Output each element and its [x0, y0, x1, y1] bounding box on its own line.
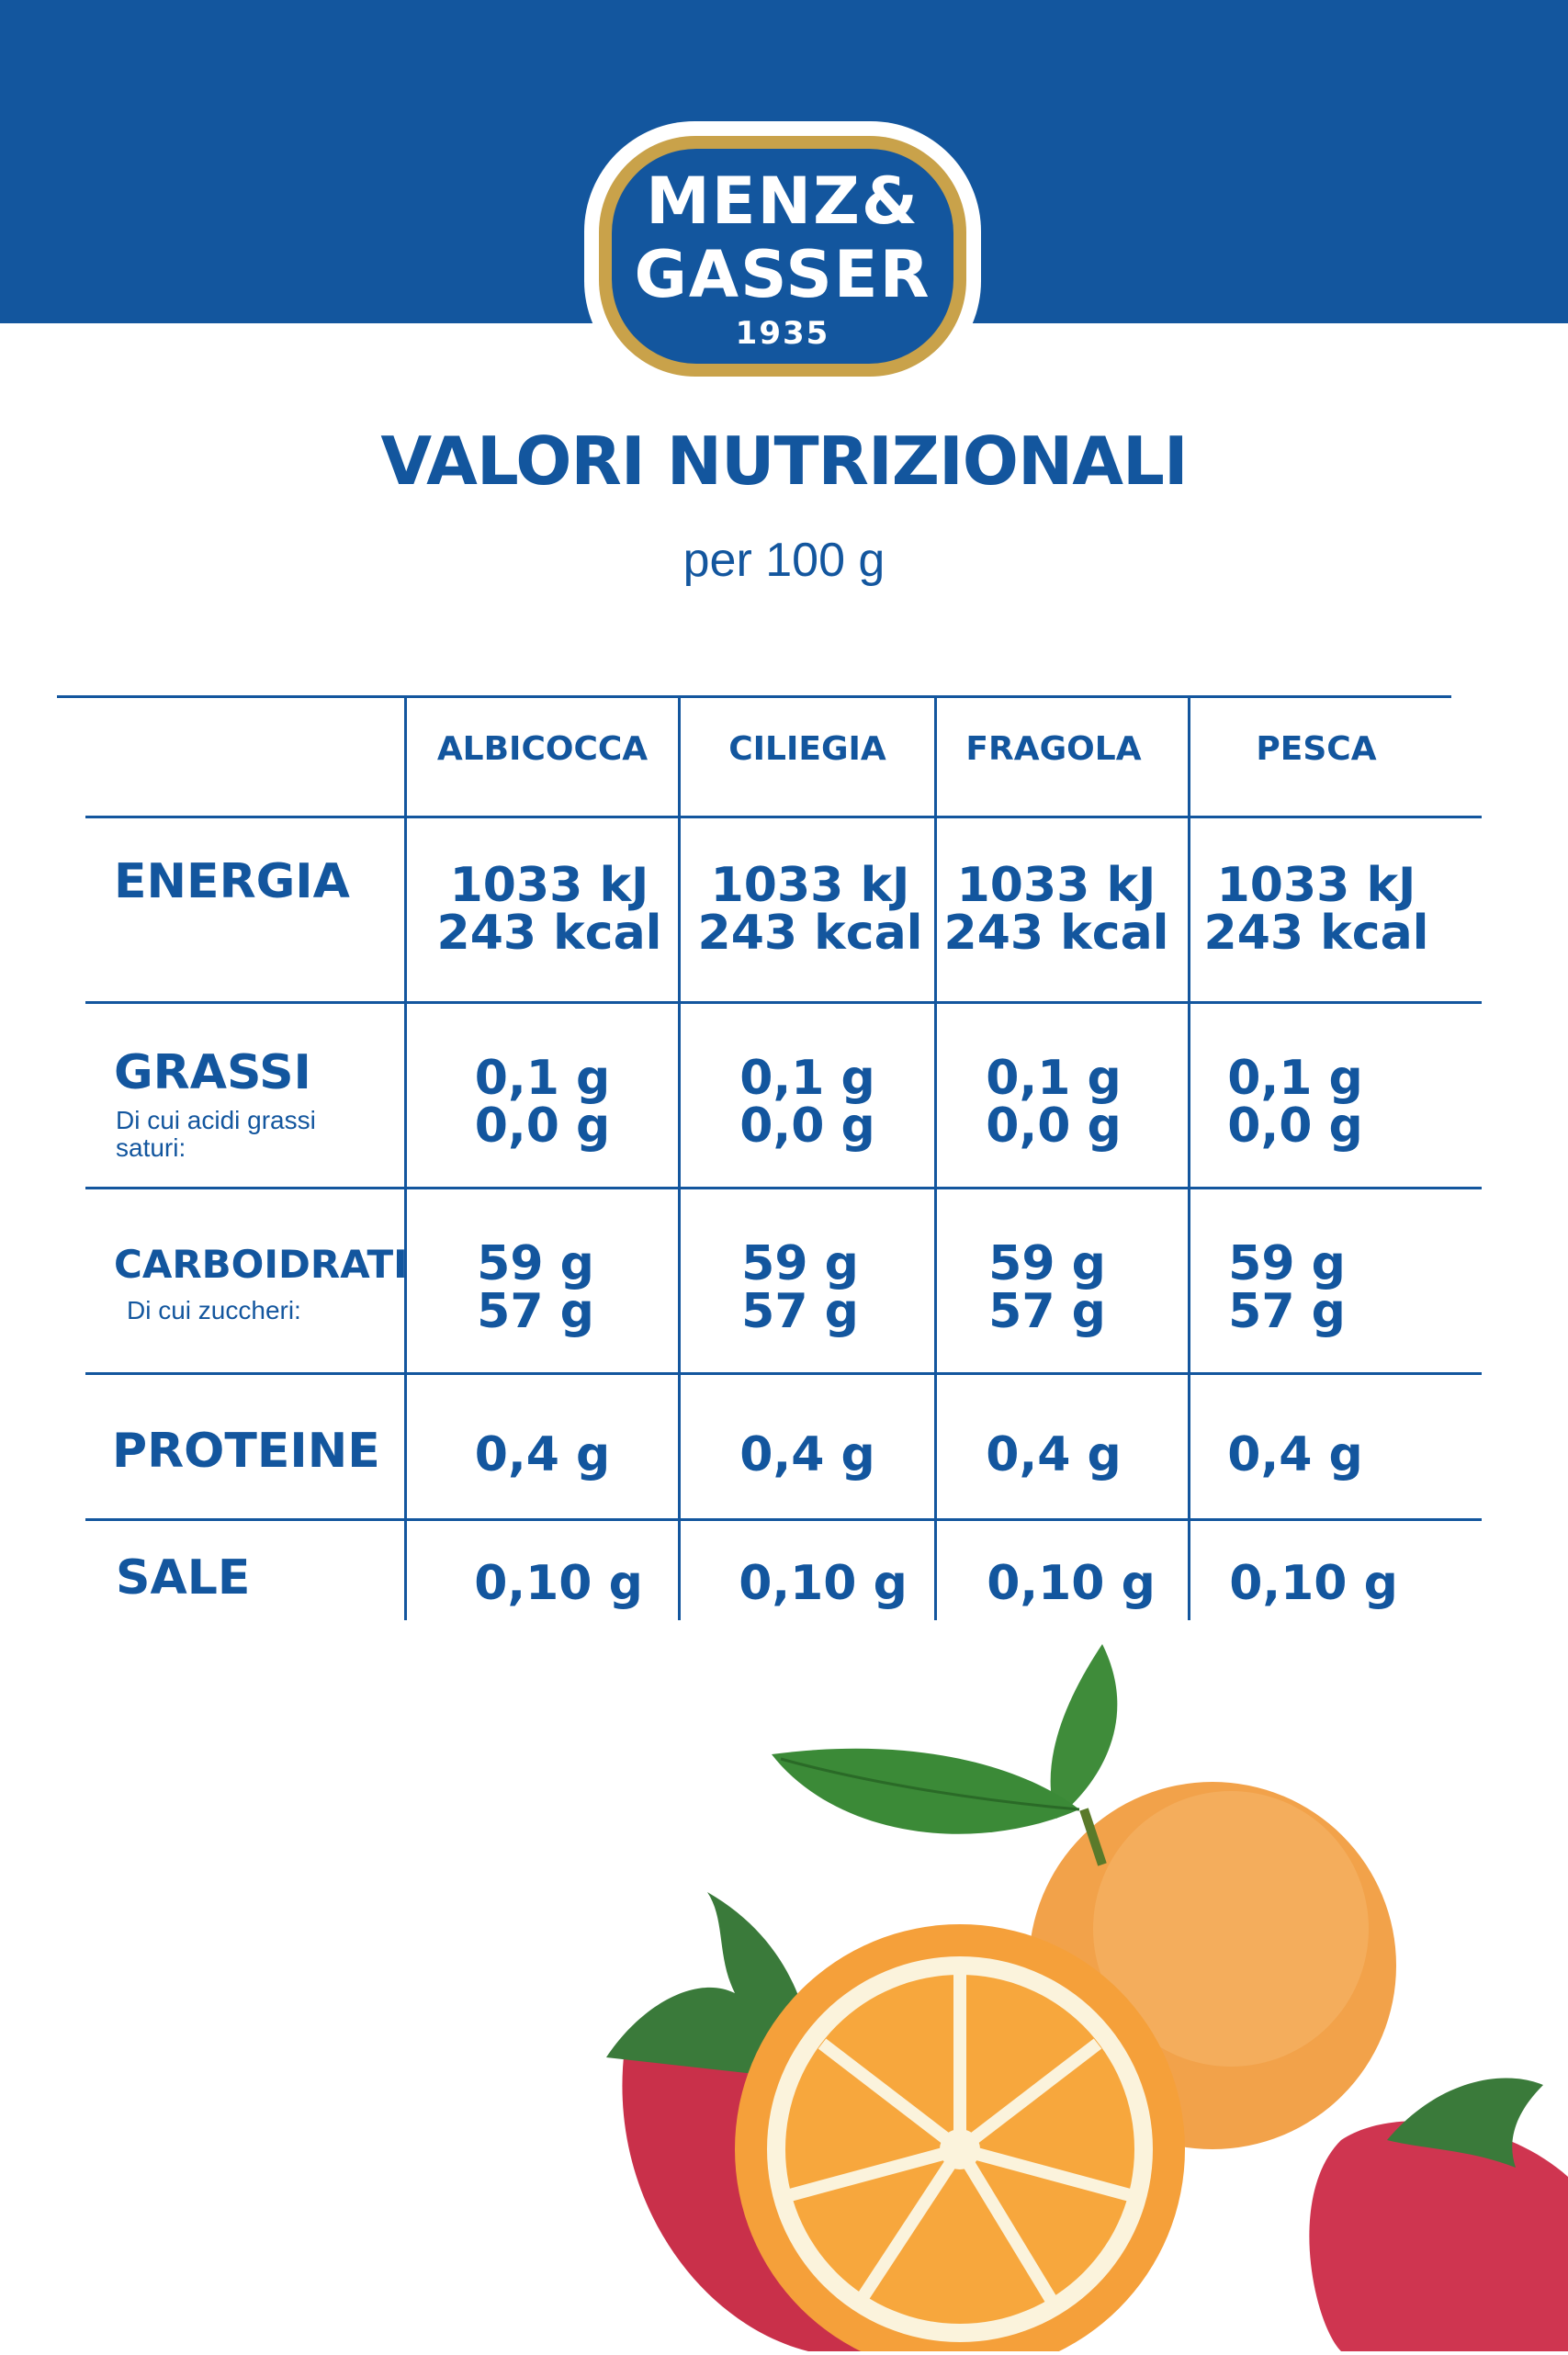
value-carboidrati: 59 g [1228, 1236, 1346, 1291]
value-cell-energia-albicocca: 1033 kJ 243 kcal [407, 862, 692, 957]
value-grassi: 0,1 g [739, 1051, 875, 1106]
value-zuccheri: 57 g [741, 1284, 859, 1339]
value-cell-energia-pesca: 1033 kJ 243 kcal [1190, 862, 1442, 957]
value-cell-proteine-albicocca: 0,4 g [474, 1427, 611, 1482]
value-grassi: 0,1 g [474, 1051, 611, 1106]
value-kcal: 243 kcal [697, 906, 923, 961]
page-subtitle: per 100 g [682, 534, 886, 587]
brand-line2: GASSER [634, 237, 931, 312]
value-carboidrati: 59 g [741, 1236, 859, 1291]
value-saturi: 0,0 g [739, 1099, 875, 1154]
row-label-grassi: GRASSI [114, 1045, 311, 1100]
value-carboidrati: 59 g [988, 1236, 1106, 1291]
value-cell-grassi-fragola: 0,1 g 0,0 g [937, 1054, 1170, 1150]
value-kcal: 243 kcal [1203, 906, 1429, 961]
column-header-albicocca: ALBICOCCA [436, 730, 649, 768]
row-sublabel-grassi: Di cui acidi grassi saturi: [116, 1106, 316, 1162]
brand-line1: MENZ& [646, 163, 919, 239]
row-divider [85, 1001, 1482, 1004]
value-cell-grassi-ciliegia: 0,1 g 0,0 g [681, 1054, 934, 1150]
row-divider [85, 1372, 1482, 1375]
row-divider [85, 816, 1482, 818]
row-label-carboidrati: CARBOIDRATI [114, 1242, 408, 1287]
row-divider [85, 1187, 1482, 1189]
row-sublabel-carboidrati: Di cui zuccheri: [127, 1296, 301, 1324]
value-kj: 1033 kJ [710, 858, 910, 913]
col-divider [1188, 695, 1190, 1620]
value-carboidrati: 59 g [477, 1236, 594, 1291]
value-zuccheri: 57 g [1228, 1284, 1346, 1339]
value-cell-proteine-ciliegia: 0,4 g [739, 1427, 875, 1482]
value-kj: 1033 kJ [1216, 858, 1416, 913]
column-header-ciliegia: CILIEGIA [728, 730, 886, 768]
value-cell-sale-ciliegia: 0,10 g [739, 1556, 908, 1611]
value-saturi: 0,0 g [1227, 1099, 1363, 1154]
leaf-icon [1050, 1644, 1118, 1819]
row-label-energia: ENERGIA [114, 854, 350, 909]
value-saturi: 0,0 g [986, 1099, 1122, 1154]
value-cell-carboidrati-fragola: 59 g 57 g [937, 1240, 1157, 1335]
value-kcal: 243 kcal [436, 906, 662, 961]
value-cell-sale-pesca: 0,10 g [1229, 1556, 1398, 1611]
value-cell-proteine-fragola: 0,4 g [986, 1427, 1122, 1482]
value-kj: 1033 kJ [449, 858, 649, 913]
value-saturi: 0,0 g [474, 1099, 611, 1154]
row-label-proteine: PROTEINE [112, 1424, 380, 1479]
value-kcal: 243 kcal [943, 906, 1169, 961]
value-zuccheri: 57 g [477, 1284, 594, 1339]
col-divider [404, 695, 407, 1620]
table-top-rule [57, 695, 1451, 698]
page-title: VALORI NUTRIZIONALI [380, 423, 1188, 500]
column-header-fragola: FRAGOLA [965, 730, 1142, 768]
value-cell-grassi-pesca: 0,1 g 0,0 g [1190, 1054, 1400, 1150]
value-cell-sale-fragola: 0,10 g [987, 1556, 1156, 1611]
value-cell-grassi-albicocca: 0,1 g 0,0 g [407, 1054, 678, 1150]
value-cell-proteine-pesca: 0,4 g [1227, 1427, 1363, 1482]
value-cell-carboidrati-ciliegia: 59 g 57 g [681, 1240, 919, 1335]
value-zuccheri: 57 g [988, 1284, 1106, 1339]
value-cell-sale-albicocca: 0,10 g [474, 1556, 643, 1611]
strawberry-icon [1309, 2121, 1568, 2351]
col-divider [678, 695, 681, 1620]
column-header-pesca: PESCA [1256, 730, 1377, 768]
value-cell-carboidrati-pesca: 59 g 57 g [1190, 1240, 1383, 1335]
value-cell-energia-ciliegia: 1033 kJ 243 kcal [681, 862, 940, 957]
fruit-illustration [588, 1626, 1568, 2355]
col-divider [934, 695, 937, 1620]
row-divider [85, 1518, 1482, 1521]
brand-year: 1935 [735, 315, 830, 352]
value-cell-energia-fragola: 1033 kJ 243 kcal [937, 862, 1176, 957]
value-grassi: 0,1 g [986, 1051, 1122, 1106]
value-kj: 1033 kJ [956, 858, 1156, 913]
value-grassi: 0,1 g [1227, 1051, 1363, 1106]
brand-logo: MENZ& GASSER 1935 [581, 118, 985, 395]
value-cell-carboidrati-albicocca: 59 g 57 g [407, 1240, 664, 1335]
row-label-sale: SALE [116, 1550, 251, 1606]
